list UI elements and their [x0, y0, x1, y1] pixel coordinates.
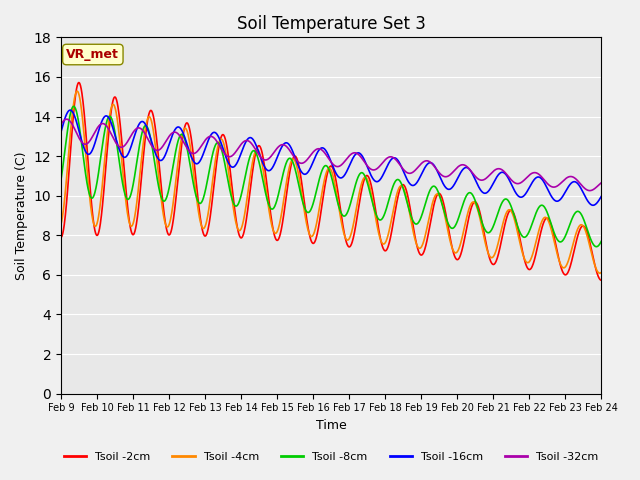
Tsoil -8cm: [99, 137, 107, 143]
Tsoil -32cm: [586, 188, 593, 193]
Tsoil -32cm: [298, 160, 306, 166]
Tsoil -2cm: [308, 239, 316, 244]
Tsoil -2cm: [287, 165, 294, 170]
Tsoil -4cm: [308, 234, 316, 240]
Tsoil -8cm: [597, 239, 605, 244]
Tsoil -32cm: [308, 151, 316, 157]
Tsoil -32cm: [99, 121, 107, 127]
Text: VR_met: VR_met: [67, 48, 119, 61]
Tsoil -4cm: [365, 180, 372, 186]
Tsoil -32cm: [63, 116, 70, 122]
Tsoil -2cm: [298, 180, 306, 186]
Tsoil -4cm: [287, 160, 294, 166]
Tsoil -32cm: [57, 121, 65, 127]
Line: Tsoil -32cm: Tsoil -32cm: [61, 119, 601, 191]
Tsoil -8cm: [287, 156, 294, 161]
Tsoil -4cm: [57, 221, 65, 227]
Tsoil -16cm: [365, 168, 372, 173]
Tsoil -2cm: [122, 178, 129, 184]
Tsoil -4cm: [99, 173, 107, 179]
Tsoil -32cm: [365, 165, 372, 170]
Tsoil -32cm: [122, 142, 129, 148]
Tsoil -2cm: [99, 195, 107, 201]
Tsoil -8cm: [57, 177, 65, 182]
Tsoil -32cm: [287, 149, 294, 155]
Line: Tsoil -2cm: Tsoil -2cm: [61, 83, 601, 280]
Tsoil -4cm: [596, 270, 604, 276]
Tsoil -8cm: [593, 244, 600, 250]
Tsoil -2cm: [75, 80, 83, 85]
Tsoil -16cm: [298, 169, 306, 175]
Tsoil -4cm: [597, 270, 605, 276]
Tsoil -16cm: [287, 144, 294, 150]
Tsoil -8cm: [122, 192, 129, 198]
Tsoil -8cm: [70, 104, 77, 109]
Tsoil -16cm: [66, 107, 74, 113]
Line: Tsoil -8cm: Tsoil -8cm: [61, 107, 601, 247]
Tsoil -2cm: [365, 175, 372, 180]
Legend: Tsoil -2cm, Tsoil -4cm, Tsoil -8cm, Tsoil -16cm, Tsoil -32cm: Tsoil -2cm, Tsoil -4cm, Tsoil -8cm, Tsoi…: [60, 447, 603, 467]
Tsoil -16cm: [99, 116, 107, 121]
Tsoil -32cm: [597, 180, 605, 186]
Line: Tsoil -4cm: Tsoil -4cm: [61, 91, 601, 273]
Tsoil -16cm: [308, 163, 316, 168]
Tsoil -2cm: [597, 277, 605, 283]
Tsoil -16cm: [589, 203, 597, 208]
Tsoil -2cm: [57, 234, 65, 240]
Title: Soil Temperature Set 3: Soil Temperature Set 3: [237, 15, 426, 33]
Y-axis label: Soil Temperature (C): Soil Temperature (C): [15, 151, 28, 280]
Tsoil -4cm: [122, 192, 129, 198]
Tsoil -16cm: [122, 155, 129, 160]
Tsoil -16cm: [597, 193, 605, 199]
Tsoil -4cm: [298, 192, 306, 197]
Tsoil -8cm: [298, 195, 306, 201]
Line: Tsoil -16cm: Tsoil -16cm: [61, 110, 601, 205]
Tsoil -16cm: [57, 129, 65, 135]
X-axis label: Time: Time: [316, 419, 346, 432]
Tsoil -8cm: [308, 205, 316, 211]
Tsoil -8cm: [365, 185, 372, 191]
Tsoil -4cm: [74, 88, 81, 94]
